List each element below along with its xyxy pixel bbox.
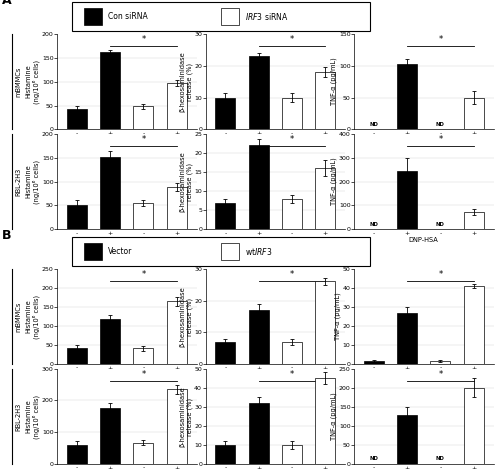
Bar [215, 98, 236, 129]
Text: *: * [290, 270, 294, 279]
X-axis label: DNP-HSA: DNP-HSA [409, 372, 438, 378]
Bar [167, 301, 186, 364]
X-axis label: DNP-HSA: DNP-HSA [409, 137, 438, 143]
Bar [167, 83, 186, 129]
X-axis label: DNP-HSA: DNP-HSA [409, 237, 438, 243]
Y-axis label: Histamine
(ng/10⁶ cells): Histamine (ng/10⁶ cells) [26, 159, 41, 204]
Bar [248, 56, 269, 129]
Text: *: * [290, 35, 294, 44]
Y-axis label: TNF-α (pg/mL): TNF-α (pg/mL) [331, 58, 337, 106]
X-axis label: DNP-HSA: DNP-HSA [260, 372, 290, 378]
X-axis label: DNP-HSA: DNP-HSA [112, 237, 142, 243]
Bar [67, 445, 87, 464]
Text: ND: ND [436, 121, 445, 127]
Y-axis label: β-hexosaminidase
release (%): β-hexosaminidase release (%) [179, 51, 193, 112]
Text: ND: ND [370, 456, 378, 461]
Text: ND: ND [370, 221, 378, 227]
Bar [84, 243, 102, 260]
Text: $\it{IRF3}$ siRNA: $\it{IRF3}$ siRNA [245, 11, 288, 22]
Bar [215, 342, 236, 364]
Text: *: * [438, 370, 442, 379]
Bar [133, 106, 153, 129]
Bar [464, 212, 484, 229]
Bar [397, 171, 417, 229]
Bar [215, 203, 236, 229]
Y-axis label: β-hexosaminidase
release (%): β-hexosaminidase release (%) [179, 386, 193, 447]
Text: Con siRNA: Con siRNA [108, 12, 147, 21]
Bar [100, 408, 120, 464]
Text: *: * [438, 135, 442, 144]
X-axis label: DNP-HSA: DNP-HSA [260, 137, 290, 143]
Bar [221, 243, 239, 260]
Text: wt$\it{IRF3}$: wt$\it{IRF3}$ [245, 246, 272, 257]
Bar [133, 443, 153, 464]
Bar [133, 203, 153, 229]
Bar [84, 8, 102, 25]
Bar [464, 388, 484, 464]
Y-axis label: TNF-α (pg/mL): TNF-α (pg/mL) [335, 293, 341, 340]
Bar [100, 157, 120, 229]
Bar [100, 52, 120, 129]
Bar [248, 310, 269, 364]
Text: mBMMCs: mBMMCs [15, 301, 22, 332]
Text: Vector: Vector [108, 247, 132, 256]
X-axis label: DNP-HSA: DNP-HSA [112, 372, 142, 378]
Text: *: * [141, 35, 145, 44]
Bar [282, 98, 302, 129]
Bar [315, 72, 335, 129]
X-axis label: DNP-HSA: DNP-HSA [260, 237, 290, 243]
Bar [248, 403, 269, 464]
Text: *: * [141, 270, 145, 279]
Bar [221, 8, 239, 25]
Bar [315, 378, 335, 464]
Bar [282, 199, 302, 229]
Bar [67, 204, 87, 229]
Bar [248, 145, 269, 229]
Bar [397, 313, 417, 364]
Text: RBL-2H3: RBL-2H3 [15, 167, 22, 196]
Text: ND: ND [370, 121, 378, 127]
Bar [315, 281, 335, 364]
Text: *: * [438, 35, 442, 44]
Y-axis label: β-hexosaminidase
release (%): β-hexosaminidase release (%) [179, 286, 193, 347]
Y-axis label: TNF-α (pg/mL): TNF-α (pg/mL) [331, 393, 337, 440]
Y-axis label: Histamine
(ng/10⁶ cells): Histamine (ng/10⁶ cells) [26, 295, 41, 339]
Bar [215, 445, 236, 464]
Text: *: * [290, 135, 294, 144]
Text: *: * [141, 370, 145, 379]
Text: *: * [141, 135, 145, 144]
Bar [167, 187, 186, 229]
Bar [282, 342, 302, 364]
Bar [167, 389, 186, 464]
Y-axis label: Histamine
(ng/10⁶ cells): Histamine (ng/10⁶ cells) [26, 60, 41, 104]
Y-axis label: β-hexosaminidase
release (%): β-hexosaminidase release (%) [179, 151, 193, 212]
Bar [100, 319, 120, 364]
Y-axis label: TNF-α (pg/mL): TNF-α (pg/mL) [331, 158, 337, 205]
Text: A: A [1, 0, 11, 7]
Bar [431, 361, 450, 364]
Text: ND: ND [436, 221, 445, 227]
Bar [315, 168, 335, 229]
X-axis label: DNP-HSA: DNP-HSA [112, 137, 142, 143]
Bar [397, 415, 417, 464]
Text: *: * [290, 370, 294, 379]
Bar [397, 64, 417, 129]
Y-axis label: Histamine
(ng/10⁶ cells): Histamine (ng/10⁶ cells) [26, 394, 41, 439]
Bar [133, 348, 153, 364]
Bar [464, 98, 484, 129]
Bar [464, 286, 484, 364]
Bar [67, 109, 87, 129]
Bar [364, 361, 384, 364]
Bar [282, 445, 302, 464]
Text: ND: ND [436, 456, 445, 461]
Text: mBMMCs: mBMMCs [15, 67, 22, 97]
Bar [67, 348, 87, 364]
Text: *: * [438, 270, 442, 279]
Text: RBL-2H3: RBL-2H3 [15, 402, 22, 431]
Text: B: B [1, 228, 11, 242]
